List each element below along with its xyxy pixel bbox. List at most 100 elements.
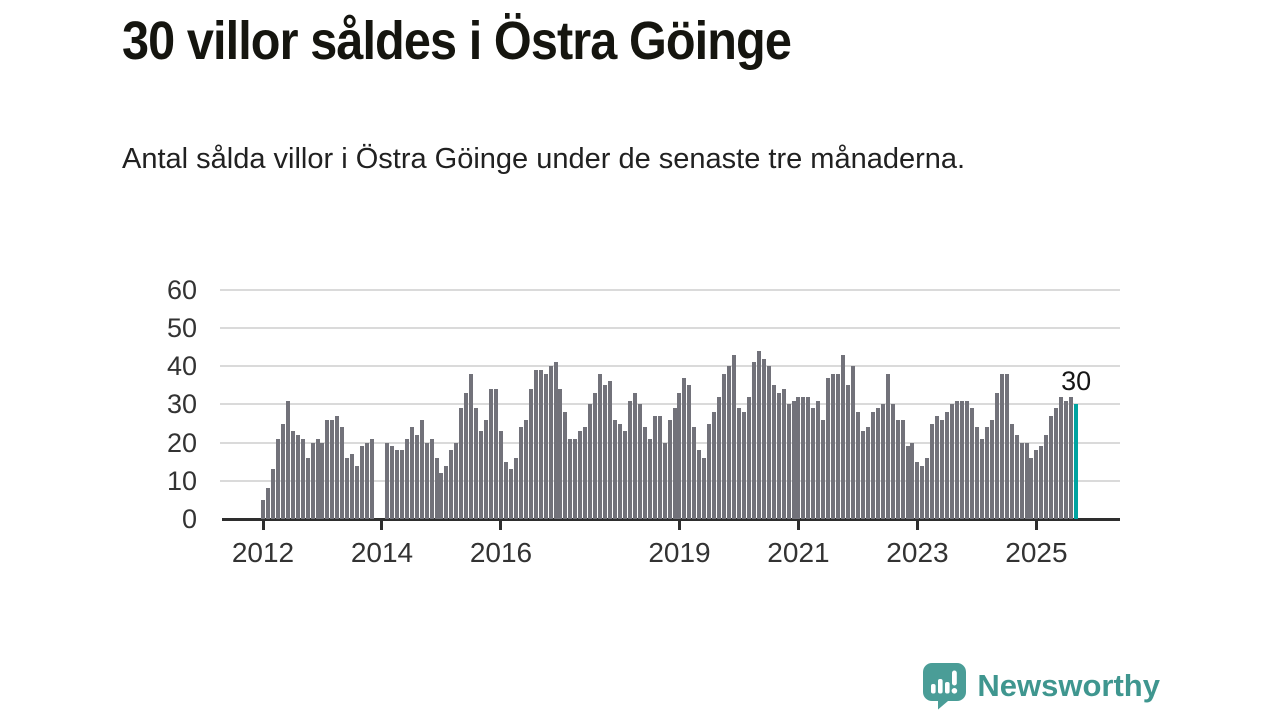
bar [880, 404, 885, 519]
y-tick-label: 0 [181, 504, 197, 534]
bar [960, 400, 965, 519]
bar [940, 419, 945, 519]
bar [732, 354, 736, 519]
bar [999, 373, 1004, 519]
bar [424, 442, 429, 519]
y-tick-label: 30 [166, 389, 197, 420]
bar [1069, 396, 1074, 519]
bar [598, 373, 603, 519]
y-tick-label: 40 [166, 351, 197, 382]
chart-subtitle: Antal sålda villor i Östra Göinge under … [122, 143, 966, 175]
bar [414, 434, 419, 519]
bar [280, 423, 285, 519]
bar [479, 431, 484, 519]
bar [796, 396, 801, 519]
bar [717, 396, 722, 519]
bar [647, 438, 652, 519]
bar [875, 408, 880, 519]
bar [1054, 408, 1059, 519]
bar [965, 400, 970, 519]
bar [692, 427, 697, 519]
bar [603, 385, 608, 519]
bar [741, 412, 746, 519]
bar [930, 423, 935, 519]
bar [419, 419, 424, 519]
bar [900, 419, 905, 519]
bar [984, 427, 989, 519]
bar [593, 392, 598, 519]
gridline [220, 288, 1120, 291]
bar [712, 412, 717, 519]
bar [265, 488, 270, 519]
bar [568, 438, 573, 519]
bar [503, 461, 508, 519]
y-tick-label: 50 [166, 313, 197, 343]
bar [627, 400, 632, 519]
brand-logo: Newsworthy [922, 660, 1160, 712]
bar [895, 419, 900, 519]
bar [320, 442, 325, 519]
x-tick-label: 2016 [469, 537, 533, 568]
bar [905, 446, 910, 519]
bar [389, 446, 394, 519]
bar [261, 499, 265, 519]
bar [791, 400, 796, 519]
bar [399, 450, 404, 519]
bar [310, 442, 315, 519]
bar [826, 377, 831, 519]
bar [498, 431, 503, 519]
bar [806, 396, 811, 519]
bar [622, 431, 627, 519]
bar [786, 404, 791, 519]
bar [325, 419, 330, 519]
bar [915, 461, 920, 519]
bar [781, 389, 786, 519]
highlighted-bar [1074, 404, 1079, 519]
bar [841, 354, 846, 519]
bar [315, 438, 320, 519]
bar [1019, 442, 1024, 519]
bar [1039, 446, 1044, 519]
x-tick-mark [1034, 521, 1038, 530]
bar [761, 358, 766, 519]
bar [846, 385, 851, 519]
bar [860, 431, 865, 519]
bar [736, 408, 741, 519]
bar [756, 350, 761, 519]
y-tick-label: 60 [166, 274, 197, 305]
bar [439, 473, 444, 519]
brand-name: Newsworthy [977, 668, 1160, 703]
bar [613, 419, 618, 519]
bar [553, 362, 558, 519]
bar [464, 392, 469, 519]
bar [1029, 457, 1034, 519]
bar [513, 457, 518, 519]
bar [494, 389, 499, 519]
bar [543, 373, 548, 519]
bar [558, 389, 563, 519]
x-tick-mark [261, 521, 265, 530]
bar [667, 419, 672, 519]
bar [563, 412, 568, 519]
bar [404, 438, 409, 519]
bar [707, 423, 712, 519]
bar [687, 385, 692, 519]
bar [955, 400, 960, 519]
last-value-label: 30 [1061, 366, 1092, 397]
x-tick-mark [796, 521, 800, 530]
bar [950, 404, 955, 519]
bar [672, 408, 677, 519]
bar [751, 362, 756, 519]
bar [295, 434, 300, 519]
x-tick-label: 2025 [1005, 537, 1068, 568]
bar [434, 457, 439, 519]
bar [444, 465, 449, 519]
bar [350, 454, 355, 519]
bar [518, 427, 523, 519]
bar [702, 457, 707, 519]
bar [801, 396, 806, 519]
bar [1064, 400, 1069, 519]
bar [484, 419, 489, 519]
x-tick-label: 2012 [231, 537, 295, 568]
